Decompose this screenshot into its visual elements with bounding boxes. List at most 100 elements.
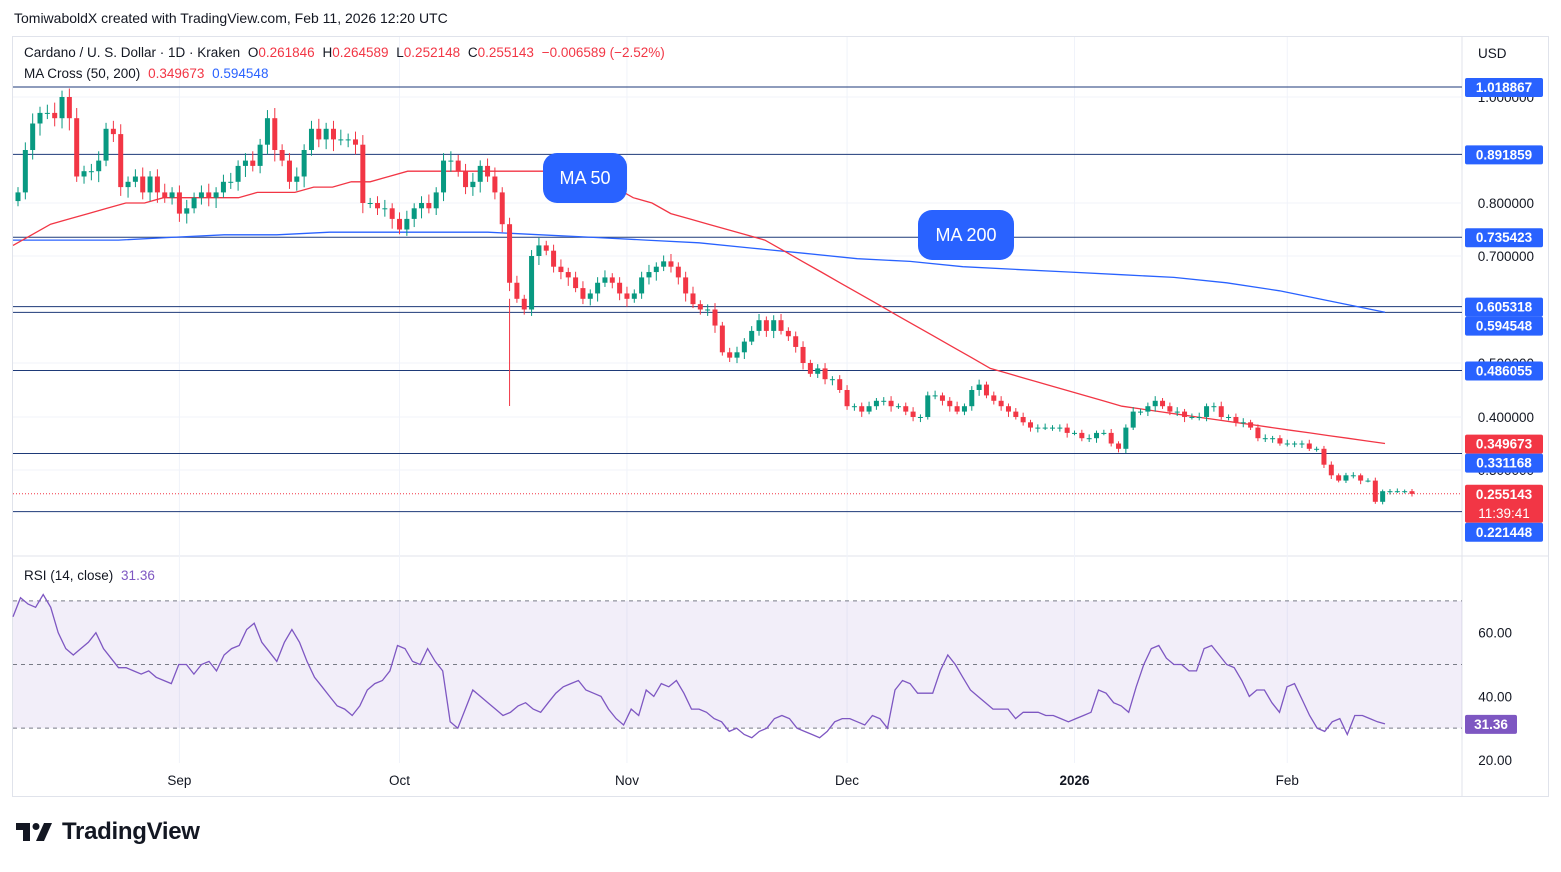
level-price-label-bg — [1465, 78, 1543, 98]
candle-body — [301, 150, 307, 177]
candle-body — [1262, 438, 1268, 440]
candle-body — [602, 277, 608, 283]
ma50-price-label-bg — [1465, 434, 1543, 454]
candle-body — [37, 112, 43, 124]
candle-body — [646, 272, 652, 278]
level-price-label: 0.331168 — [1465, 453, 1543, 473]
candle-body — [250, 160, 256, 166]
candle-body — [1314, 448, 1320, 450]
level-price-label: 0.735423 — [1465, 228, 1543, 248]
candle-body — [103, 128, 109, 161]
candle-body — [74, 118, 80, 177]
y-tick-label: 0.700000 — [1478, 249, 1534, 264]
level-price-label-bg — [1465, 522, 1543, 542]
candle-body — [382, 208, 388, 210]
ma200-value: 0.594548 — [212, 66, 269, 81]
candle-body — [316, 128, 322, 140]
candle-body — [1138, 411, 1144, 413]
level-price-label-text: 0.486055 — [1476, 364, 1533, 379]
candle-body — [844, 390, 850, 407]
candle-body — [947, 400, 953, 407]
symbol-legend: Cardano / U. S. Dollar · 1D · Kraken O0.… — [24, 45, 669, 60]
ma-label: MA Cross (50, 200) — [24, 66, 141, 81]
candle-body — [675, 266, 681, 278]
candle-body — [749, 330, 755, 342]
candle-body — [360, 144, 366, 203]
candle-body — [932, 395, 938, 397]
candle-body — [829, 379, 835, 381]
ma50-layer — [12, 170, 1386, 445]
candle-body — [595, 282, 601, 294]
candle-body — [147, 176, 153, 193]
candle-body — [191, 197, 197, 209]
level-price-label-text: 0.891859 — [1476, 147, 1532, 162]
candle-body — [1035, 427, 1041, 429]
candle-body — [206, 192, 212, 198]
candle-body — [587, 293, 593, 299]
candle-body — [1116, 443, 1122, 449]
close-value: 0.255143 — [477, 45, 534, 60]
rsi-layer — [12, 593, 1386, 739]
ma50-price-label: 0.349673 — [1465, 434, 1543, 454]
candle-body — [1328, 464, 1334, 476]
candle-body — [998, 400, 1004, 407]
candle-body — [154, 176, 160, 193]
ma200-annotation[interactable]: MA 200 — [918, 210, 1014, 260]
candle-body — [338, 139, 344, 141]
candle-body — [741, 341, 747, 353]
candle-body — [441, 160, 447, 193]
candle-body — [521, 298, 527, 310]
rsi-background — [13, 600, 1462, 729]
candle-body — [1145, 406, 1151, 412]
candle-body — [470, 181, 476, 188]
level-price-label: 0.605318 — [1465, 297, 1543, 317]
candle-body — [609, 277, 615, 283]
candle-body — [242, 160, 248, 166]
candle-body — [697, 304, 703, 310]
candle-body — [140, 176, 146, 193]
candle-body — [543, 245, 549, 251]
candle-body — [719, 325, 725, 353]
candle-body — [455, 160, 461, 172]
price-labels: 1.018867 0.891859 0.735423 0.605318 0.594548… — [1465, 78, 1543, 734]
candle-body — [1284, 443, 1290, 445]
candle-body — [1079, 432, 1085, 439]
ma50-annotation[interactable]: MA 50 — [543, 153, 627, 203]
candle-body — [499, 192, 505, 225]
level-price-label-text: 1.018867 — [1476, 80, 1532, 95]
rsi-y-tick-label: 40.00 — [1478, 689, 1512, 704]
ma50-annotation-text: MA 50 — [559, 168, 610, 188]
level-price-label-bg — [1465, 228, 1543, 248]
candle-body — [1108, 432, 1114, 444]
candle-body — [30, 123, 36, 150]
rsi-value: 31.36 — [121, 568, 155, 583]
candle-body — [888, 400, 894, 407]
candle-body — [198, 192, 204, 198]
candle-body — [1101, 432, 1107, 434]
candle-body — [397, 218, 403, 230]
chart-frame[interactable] — [12, 36, 1549, 797]
candle-body — [903, 406, 909, 412]
candle-body — [653, 266, 659, 273]
candle-body — [573, 277, 579, 289]
candle-body — [286, 160, 292, 182]
candle-body — [1027, 422, 1033, 428]
candle-body — [1064, 427, 1070, 433]
candle-body — [565, 272, 571, 278]
candle-body — [1123, 427, 1129, 449]
candle-body — [15, 192, 21, 202]
rsi-y-tick-label: 60.00 — [1478, 626, 1512, 641]
symbol-name: Cardano / U. S. Dollar · 1D · Kraken — [24, 45, 241, 60]
candle-body — [1182, 411, 1188, 417]
candle-body — [961, 406, 967, 412]
candle-body — [345, 139, 351, 141]
candle-body — [125, 181, 131, 188]
currency-label[interactable]: USD — [1478, 46, 1507, 61]
tradingview-logo[interactable]: TradingView — [16, 818, 200, 846]
candles — [15, 88, 1415, 505]
candle-body — [712, 309, 718, 326]
candle-body — [705, 309, 711, 311]
candle-body — [308, 128, 314, 150]
candle-body — [1270, 438, 1276, 440]
